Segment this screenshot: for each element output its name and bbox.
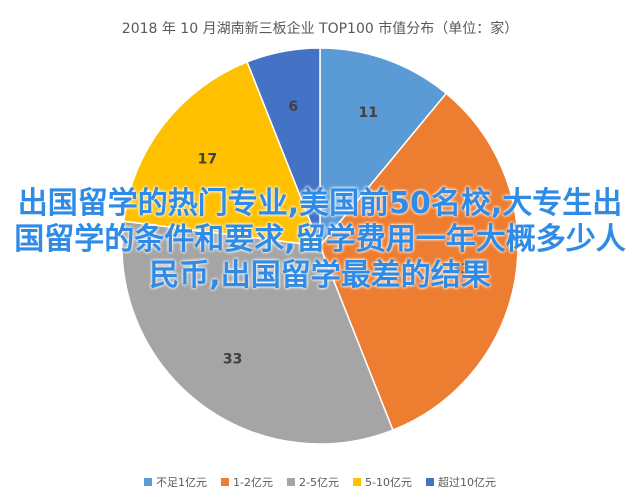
legend-item-5: 超过10亿元 bbox=[425, 474, 496, 490]
legend-item-4: 5-10亿元 bbox=[352, 474, 412, 490]
legend-swatch-4 bbox=[352, 478, 361, 486]
legend-item-2: 1-2亿元 bbox=[221, 474, 273, 490]
pie-slice-3 bbox=[121, 220, 394, 445]
legend-label-4: 5-10亿元 bbox=[364, 476, 412, 489]
data-label-5: 6 bbox=[288, 99, 298, 115]
overlay-watermark-text: 出国留学的热门专业,美国前50名校,大专生出国留学的条件和要求,留学费用一年大概… bbox=[14, 186, 626, 293]
legend-item-3: 2-5亿元 bbox=[287, 474, 339, 490]
legend-label-5: 超过10亿元 bbox=[437, 476, 496, 489]
pie-slice-5 bbox=[246, 47, 321, 247]
legend-label-3: 2-5亿元 bbox=[299, 476, 339, 489]
data-label-4: 17 bbox=[198, 152, 217, 168]
legend-swatch-5 bbox=[425, 478, 434, 486]
chart-title: 2018 年 10 月湖南新三板企业 TOP100 市值分布（单位：家） bbox=[121, 21, 519, 37]
legend-swatch-1 bbox=[144, 478, 153, 486]
legend-swatch-3 bbox=[287, 478, 296, 486]
legend-label-2: 1-2亿元 bbox=[233, 476, 274, 489]
chart-legend: 不足1亿元 1-2亿元 2-5亿元 5-10亿元 超过10亿元 bbox=[0, 474, 640, 490]
data-label-1: 11 bbox=[359, 105, 378, 121]
data-label-2: 33 bbox=[451, 261, 470, 277]
data-label-3: 33 bbox=[223, 352, 242, 368]
legend-item-1: 不足1亿元 bbox=[144, 474, 207, 490]
legend-label-1: 不足1亿元 bbox=[156, 476, 208, 489]
pie-slice-4 bbox=[122, 60, 322, 247]
pie-slice-1 bbox=[319, 47, 448, 249]
pie-slice-2 bbox=[319, 92, 519, 432]
legend-swatch-2 bbox=[221, 478, 230, 486]
